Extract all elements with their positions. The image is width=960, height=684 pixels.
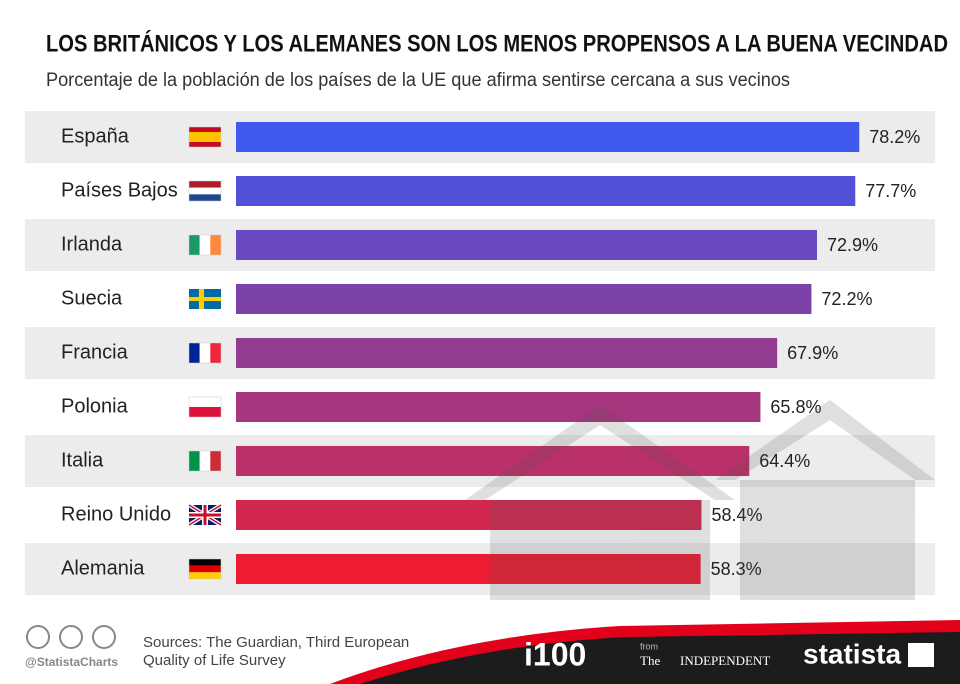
flag-border bbox=[188, 396, 222, 418]
category-label: Italia bbox=[61, 449, 104, 471]
flag-part bbox=[189, 142, 221, 147]
value-label: 65.8% bbox=[770, 397, 821, 417]
value-label: 72.9% bbox=[827, 235, 878, 255]
category-label: Suecia bbox=[61, 287, 123, 309]
flag-part bbox=[199, 343, 211, 363]
flag-border bbox=[188, 180, 222, 202]
brand: statista bbox=[803, 638, 901, 669]
flag-part bbox=[189, 181, 221, 188]
bar bbox=[236, 392, 761, 422]
publisher-prefix: The bbox=[640, 653, 660, 668]
publisher: INDEPENDENT bbox=[680, 653, 770, 668]
handle: @StatistaCharts bbox=[25, 655, 118, 669]
flag bbox=[188, 558, 222, 580]
flag bbox=[188, 234, 222, 256]
footer: @StatistaCharts Sources: The Guardian, T… bbox=[25, 620, 960, 684]
value-label: 77.7% bbox=[865, 181, 916, 201]
value-label: 58.3% bbox=[711, 559, 762, 579]
flag-part bbox=[189, 559, 221, 566]
flag-border bbox=[188, 450, 222, 472]
flag-part bbox=[189, 505, 221, 525]
bar bbox=[236, 500, 702, 530]
bar bbox=[236, 284, 812, 314]
flag-part bbox=[210, 235, 221, 255]
license-icons bbox=[26, 625, 116, 649]
value-label: 64.4% bbox=[759, 451, 810, 471]
value-label: 72.2% bbox=[821, 289, 872, 309]
partner-logo: i100 bbox=[524, 636, 586, 672]
flag-part bbox=[199, 235, 211, 255]
flag bbox=[188, 126, 222, 148]
rows: España 78.2% Países Bajos 77.7% Irlanda 72.9%… bbox=[25, 111, 935, 595]
background-houses bbox=[465, 400, 935, 600]
flag-part bbox=[199, 451, 211, 471]
bar bbox=[236, 446, 750, 476]
chart-subtitle: Porcentaje de la población de los países… bbox=[46, 70, 790, 91]
flag-border bbox=[188, 342, 222, 364]
bar bbox=[236, 230, 818, 260]
category-label: España bbox=[61, 125, 130, 147]
flag bbox=[188, 342, 222, 364]
flag bbox=[187, 503, 223, 527]
flag-part bbox=[189, 565, 221, 573]
category-label: Polonia bbox=[61, 395, 129, 417]
flag-part bbox=[189, 343, 200, 363]
flag-border bbox=[188, 234, 222, 256]
flag-part bbox=[210, 451, 221, 471]
flag bbox=[188, 450, 222, 472]
bar bbox=[236, 176, 856, 206]
from-label: from bbox=[640, 641, 658, 651]
category-label: Países Bajos bbox=[61, 179, 178, 201]
category-label: Alemania bbox=[61, 557, 145, 579]
value-label: 78.2% bbox=[869, 127, 920, 147]
value-label: 67.9% bbox=[787, 343, 838, 363]
flag-part bbox=[189, 407, 221, 417]
flag-part bbox=[189, 187, 221, 195]
category-label: Irlanda bbox=[61, 233, 123, 255]
flag-border bbox=[188, 126, 222, 148]
flag-part bbox=[210, 343, 221, 363]
flag bbox=[189, 289, 221, 309]
bar bbox=[236, 338, 778, 368]
brand-icon bbox=[908, 643, 934, 667]
source: Sources: The Guardian, Third European bbox=[143, 634, 409, 651]
flag-part bbox=[189, 397, 221, 407]
bar bbox=[236, 554, 701, 584]
flag bbox=[188, 396, 222, 418]
flag-border bbox=[188, 558, 222, 580]
chart-title: LOS BRITÁNICOS Y LOS ALEMANES SON LOS ME… bbox=[46, 29, 948, 57]
footer-band bbox=[360, 632, 960, 684]
flag bbox=[188, 180, 222, 202]
flag-part bbox=[189, 235, 200, 255]
flag-part bbox=[189, 127, 221, 132]
value-label: 58.4% bbox=[711, 505, 762, 525]
source: Quality of Life Survey bbox=[143, 652, 286, 669]
flag-part bbox=[189, 572, 221, 579]
flag-part bbox=[189, 297, 221, 301]
flag-part bbox=[189, 194, 221, 201]
bar bbox=[236, 122, 860, 152]
flag-part bbox=[189, 451, 200, 471]
category-label: Francia bbox=[61, 341, 129, 363]
flag-part bbox=[189, 132, 221, 142]
category-label: Reino Unido bbox=[61, 503, 171, 525]
